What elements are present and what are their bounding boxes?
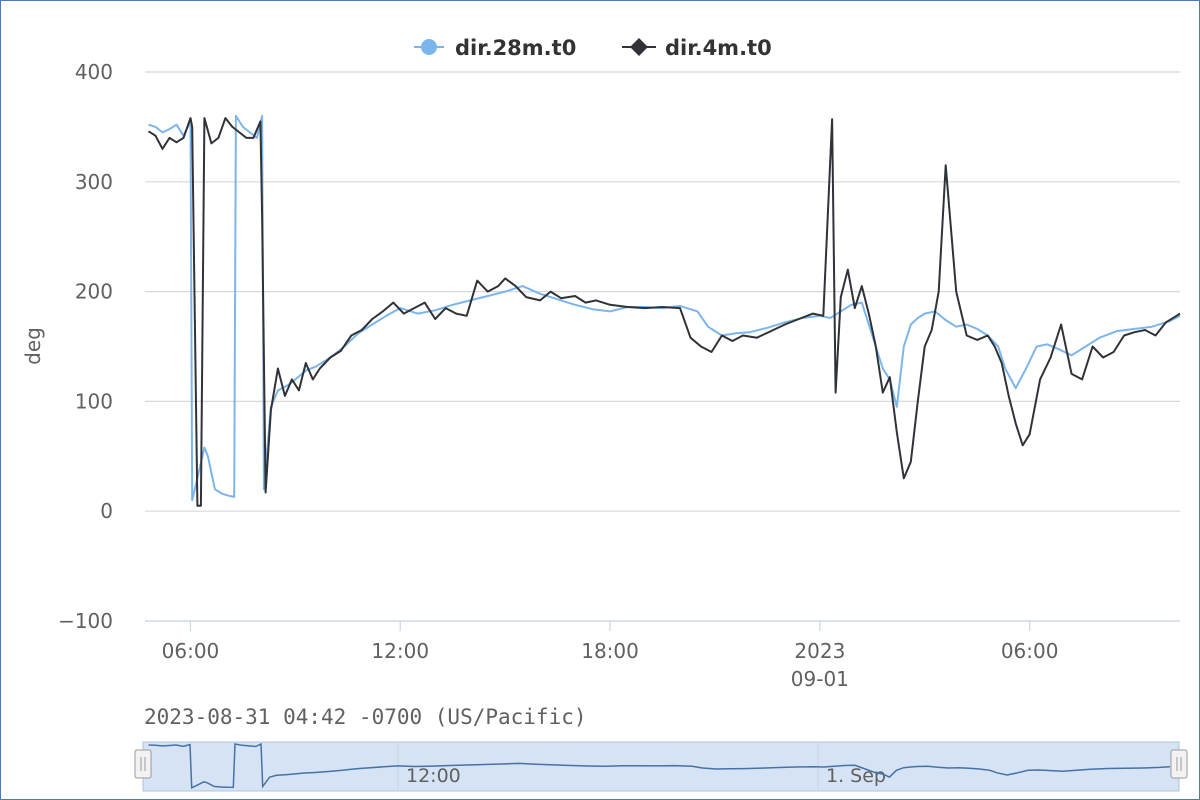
navigator-series (148, 742, 1171, 789)
legend-item-4m[interactable]: dir.4m.t0 (622, 36, 772, 60)
start-time-label: 2023-08-31 04:42 -0700 (US/Pacific) (144, 705, 587, 729)
series-lines (147, 114, 1181, 507)
navigator-tick-1200: 12:00 (406, 765, 461, 787)
series-line-dir-4m[interactable] (147, 117, 1181, 507)
navigator-selection[interactable] (142, 741, 1180, 792)
navigator-handle-left-box (134, 749, 152, 779)
x-tick-sublabel: 09-01 (791, 667, 849, 691)
legend-marker-28m (421, 39, 437, 55)
navigator-handle-right-box (1170, 749, 1188, 779)
y-tick-labels: 400 300 200 100 0 −100 (58, 60, 113, 633)
y-tick-label: 300 (75, 170, 113, 194)
legend-marker-4m (630, 38, 648, 56)
y-tick-label: 0 (100, 499, 113, 523)
y-tick-label: −100 (58, 609, 113, 633)
x-tick-labels: 06:00 12:00 18:00 2023 09-01 06:00 (162, 621, 1059, 691)
navigator-line (148, 742, 1171, 789)
x-tick-label: 18:00 (581, 639, 639, 663)
y-tick-label: 400 (75, 60, 113, 84)
y-axis-label: deg (21, 327, 45, 365)
legend-label-28m: dir.28m.t0 (455, 36, 576, 60)
legend: dir.28m.t0 dir.4m.t0 (414, 36, 772, 60)
x-tick-label: 06:00 (162, 639, 220, 663)
legend-label-4m: dir.4m.t0 (665, 36, 772, 60)
x-tick-label: 06:00 (1001, 639, 1059, 663)
navigator-tick-sep: 1. Sep (826, 765, 886, 787)
navigator[interactable]: 12:00 1. Sep (134, 741, 1188, 792)
y-tick-label: 100 (75, 389, 113, 413)
navigator-handle-left[interactable] (134, 749, 152, 779)
gridlines (145, 71, 1180, 622)
x-tick-label: 12:00 (371, 639, 429, 663)
navigator-handle-right[interactable] (1170, 749, 1188, 779)
x-tick-label: 2023 (794, 639, 845, 663)
y-tick-label: 200 (75, 280, 113, 304)
legend-item-28m[interactable]: dir.28m.t0 (414, 36, 576, 60)
